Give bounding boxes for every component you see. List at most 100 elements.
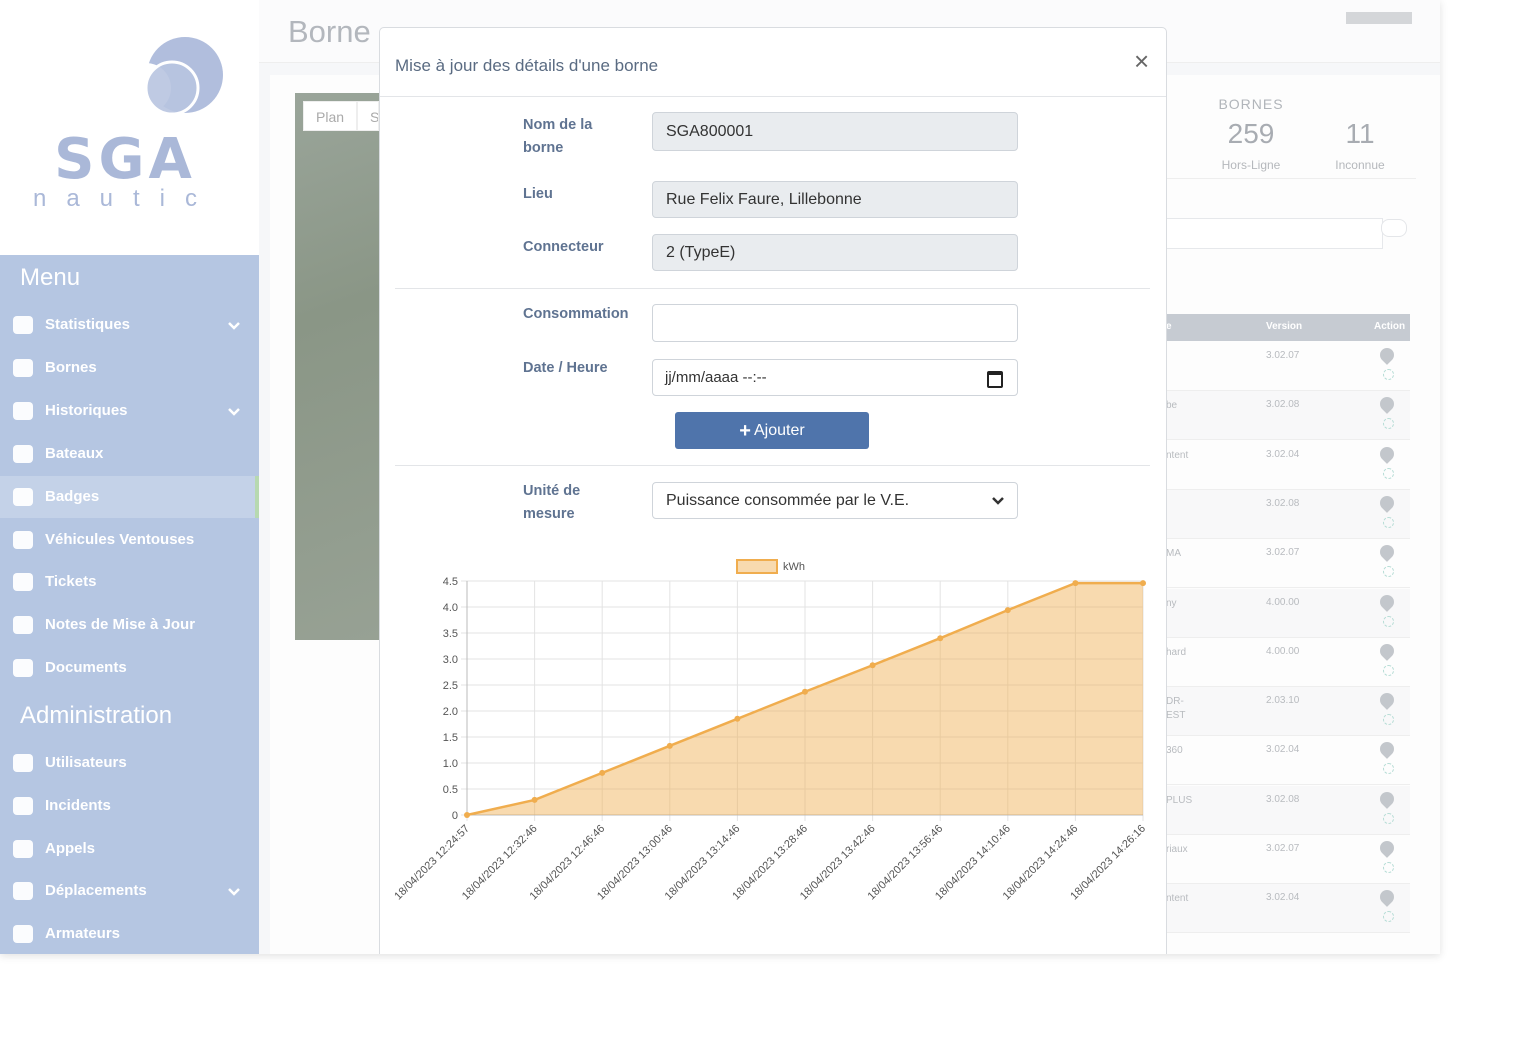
close-button[interactable]: ×: [1134, 46, 1150, 76]
map-button[interactable]: Plan: [303, 101, 357, 131]
pin-icon[interactable]: [1377, 394, 1397, 415]
row-version: 3.02.08: [1266, 399, 1300, 411]
sidebar-item[interactable]: Bornes: [0, 347, 259, 389]
pin-icon[interactable]: [1377, 887, 1397, 908]
item-icon: [13, 925, 33, 943]
sidebar-item[interactable]: Utilisateurs: [0, 742, 259, 784]
point: [1004, 607, 1011, 614]
chevron-path: [228, 322, 240, 330]
y-tick-label: 2.0: [443, 706, 458, 718]
search-input[interactable]: [1166, 218, 1383, 249]
map-button[interactable]: S: [357, 101, 379, 131]
sidebar-item[interactable]: Tickets: [0, 561, 259, 603]
logo-circle: [146, 62, 198, 114]
legend-label: kWh: [783, 561, 805, 573]
logo-ring: [144, 60, 200, 116]
table-row: ny 4.00.00: [1166, 588, 1410, 638]
item-label: Statistiques: [45, 316, 131, 333]
table-row: hard 4.00.00: [1166, 637, 1410, 687]
item-icon: [13, 882, 33, 901]
row-version: 3.02.04: [1266, 892, 1300, 904]
unit-select[interactable]: Puissance consommée par le V.E.: [652, 482, 1018, 519]
item-label: Appels: [45, 839, 96, 857]
row-name: DR- EST: [1166, 696, 1186, 722]
page-title: Borne: [288, 14, 371, 49]
table-row: be 3.02.08: [1166, 391, 1410, 441]
pin-icon[interactable]: [1377, 443, 1397, 464]
sidebar-item[interactable]: Historiques: [0, 390, 259, 432]
row-version: 2.03.10: [1266, 695, 1300, 707]
point: [599, 769, 606, 776]
sidebar-item[interactable]: Badges: [0, 475, 259, 518]
pin-icon[interactable]: [1377, 690, 1397, 710]
table-header: [1166, 314, 1410, 341]
sidebar-item[interactable]: Armateurs: [0, 913, 259, 954]
field-label: Date / Heure: [523, 360, 608, 376]
logo-tagline: nautic: [33, 185, 217, 212]
status-icon: [1383, 369, 1394, 380]
sidebar-item[interactable]: Incidents: [0, 785, 259, 827]
header-button[interactable]: [1346, 12, 1412, 24]
sidebar-item[interactable]: Statistiques: [0, 304, 259, 346]
item-label: Notes de Mise à Jour: [45, 616, 196, 634]
sidebar-item[interactable]: Déplacements: [0, 870, 259, 912]
chart: 0 0.5 1.0 1.5 2.0 2.5 3.0 3.5 4.0 4.5 18/04/2023 1…: [392, 559, 1148, 903]
pin-icon[interactable]: [1377, 345, 1397, 365]
add-button[interactable]: + Ajouter: [675, 412, 869, 449]
pin-icon[interactable]: [1377, 838, 1397, 858]
row-name: ntent: [1166, 449, 1189, 461]
stat-value: 259: [1227, 118, 1275, 149]
button-label: Ajouter: [753, 421, 805, 439]
sidebar-item[interactable]: Bateaux: [0, 433, 259, 475]
pin-icon[interactable]: [1377, 640, 1397, 661]
stat-label: Inconnue: [1335, 158, 1385, 172]
row-version: 4.00.00: [1266, 596, 1300, 608]
y-tick-label: 0.5: [443, 784, 458, 796]
item-icon: [13, 401, 33, 420]
table-header-cell: e: [1166, 321, 1172, 332]
y-tick-label: 3.0: [443, 654, 458, 666]
status-icon: [1383, 516, 1394, 528]
pin-icon[interactable]: [1377, 591, 1397, 612]
x-tick-label: 18/04/2023 13:00:46: [595, 823, 675, 903]
datetime-input[interactable]: jj/mm/aaaa --:--: [652, 359, 1018, 396]
stats-divider: [1166, 178, 1416, 179]
row-name: 360: [1166, 745, 1183, 757]
pin-icon[interactable]: [1377, 788, 1397, 809]
readonly-input: 2 (TypeE): [652, 234, 1018, 271]
sidebar-item[interactable]: Notes de Mise à Jour: [0, 604, 259, 646]
pin-icon[interactable]: [1377, 492, 1397, 513]
sidebar-item[interactable]: Véhicules Ventouses: [0, 519, 259, 561]
row-version: 3.02.07: [1266, 547, 1300, 559]
item-label: Utilisateurs: [45, 754, 127, 771]
row-version: 3.02.04: [1266, 744, 1300, 756]
row-version: 3.02.08: [1266, 497, 1300, 509]
x-tick-label: 18/04/2023 14:10:46: [933, 823, 1013, 903]
toggle[interactable]: [1381, 219, 1407, 237]
consumption-input[interactable]: [652, 304, 1018, 342]
row-version: 3.02.07: [1266, 350, 1300, 361]
field-label: Consommation: [523, 306, 629, 322]
sidebar: [0, 255, 259, 954]
menu-title: Menu: [20, 264, 81, 291]
x-tick-label: 18/04/2023 12:46:46: [527, 823, 607, 903]
logo-name: SGA: [54, 127, 196, 192]
table-row: DR- EST 2.03.10: [1166, 687, 1410, 737]
item-label: Incidents: [45, 796, 111, 814]
row-name: PLUS: [1166, 794, 1193, 806]
y-tick-label: 1.5: [443, 732, 458, 744]
point: [869, 662, 876, 669]
sidebar-item[interactable]: Documents: [0, 647, 259, 689]
item-icon: [13, 358, 33, 377]
y-tick-label: 3.5: [443, 628, 458, 640]
pin-icon[interactable]: [1377, 542, 1397, 563]
pin-icon[interactable]: [1377, 739, 1397, 760]
stat-value: 11: [1345, 118, 1375, 149]
area: [467, 583, 1143, 815]
sidebar-item[interactable]: Appels: [0, 828, 259, 870]
row-version: 3.02.08: [1266, 793, 1300, 805]
item-icon: [13, 487, 33, 506]
table-row: riaux 3.02.07: [1166, 835, 1410, 884]
status-icon: [1383, 714, 1394, 726]
